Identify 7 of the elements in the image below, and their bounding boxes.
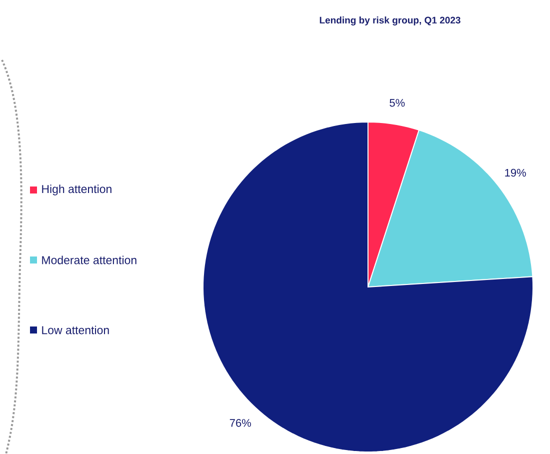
legend-label: Moderate attention bbox=[42, 256, 136, 264]
chart-title: Lending by risk group, Q1 2023 bbox=[320, 16, 460, 26]
data-label: 5% bbox=[390, 98, 405, 107]
legend-label: Low attention bbox=[42, 326, 109, 334]
data-label: 76% bbox=[230, 419, 251, 427]
legend-label: High attention bbox=[42, 184, 112, 196]
data-label: 19% bbox=[505, 168, 526, 177]
